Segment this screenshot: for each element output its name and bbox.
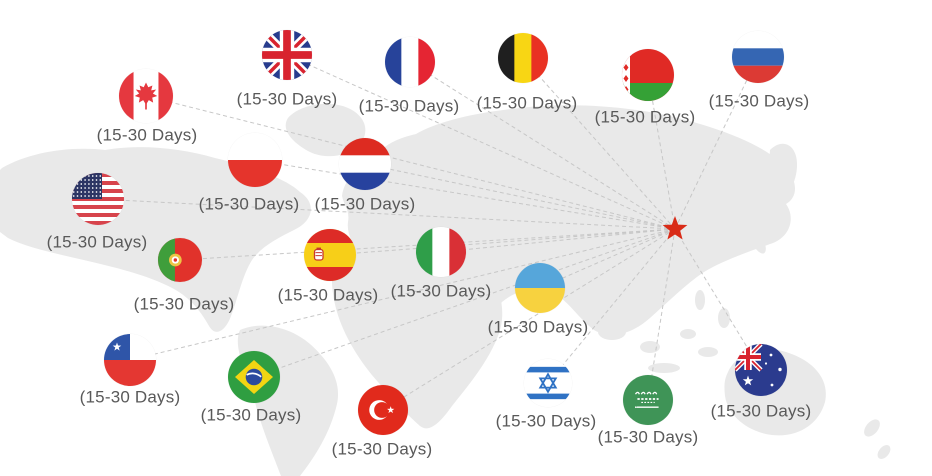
shipping-time-label-poland: (15-30 Days) xyxy=(198,194,300,214)
shipping-time-label-brazil: (15-30 Days) xyxy=(200,405,302,425)
saudi-arabia-flag-art xyxy=(623,375,673,425)
canada-flag-art xyxy=(119,69,173,123)
chile-flag-art xyxy=(104,334,156,386)
shipping-time-label-russia: (15-30 Days) xyxy=(708,91,810,111)
turkey-flag-icon xyxy=(358,385,408,435)
portugal-flag-art xyxy=(158,238,202,282)
shipping-time-label-ukraine: (15-30 Days) xyxy=(487,317,589,337)
shipping-time-label-spain: (15-30 Days) xyxy=(277,285,379,305)
poland-flag-icon xyxy=(228,133,282,187)
red-star-icon xyxy=(662,216,688,240)
shipping-time-label-france: (15-30 Days) xyxy=(358,96,460,116)
shipping-time-label-chile: (15-30 Days) xyxy=(79,387,181,407)
spain-flag-art xyxy=(304,229,356,281)
route-line-belarus xyxy=(647,74,676,230)
shipping-time-label-belgium: (15-30 Days) xyxy=(476,93,578,113)
israel-flag-art xyxy=(524,359,572,407)
route-line-russia xyxy=(674,56,759,230)
ukraine-flag-icon xyxy=(515,263,565,313)
belarus-flag-icon xyxy=(622,49,674,101)
russia-flag-icon xyxy=(732,31,784,83)
route-line-spain xyxy=(329,228,676,256)
route-line-netherlands xyxy=(364,163,676,230)
shipping-time-label-canada: (15-30 Days) xyxy=(96,125,198,145)
australia-flag-art xyxy=(735,344,787,396)
usa-flag-icon xyxy=(72,173,124,225)
route-line-israel xyxy=(547,228,676,384)
ukraine-flag-art xyxy=(515,263,565,313)
netherlands-flag-art xyxy=(339,138,391,190)
route-line-poland xyxy=(254,159,676,230)
route-line-chile xyxy=(129,228,676,361)
portugal-flag-icon xyxy=(158,238,202,282)
shipping-time-label-netherlands: (15-30 Days) xyxy=(314,194,416,214)
italy-flag-icon xyxy=(416,227,466,277)
route-line-usa xyxy=(97,198,676,230)
poland-flag-art xyxy=(228,133,282,187)
route-line-brazil xyxy=(253,228,676,378)
route-line-uk xyxy=(286,54,676,230)
shipping-route-lines xyxy=(97,54,762,411)
usa-flag-art xyxy=(72,173,124,225)
saudi-arabia-flag-icon xyxy=(623,375,673,425)
france-flag-icon xyxy=(385,37,435,87)
brazil-flag-art xyxy=(228,351,280,403)
belgium-flag-icon xyxy=(498,33,548,83)
shipping-time-label-australia: (15-30 Days) xyxy=(710,401,812,421)
turkey-flag-art xyxy=(358,385,408,435)
israel-flag-icon xyxy=(524,359,572,407)
canada-flag-icon xyxy=(119,69,173,123)
shipping-time-label-uk: (15-30 Days) xyxy=(236,89,338,109)
italy-flag-art xyxy=(416,227,466,277)
australia-flag-icon xyxy=(735,344,787,396)
russia-flag-art xyxy=(732,31,784,83)
route-line-france xyxy=(409,61,676,230)
route-line-turkey xyxy=(382,228,676,411)
shipping-time-label-belarus: (15-30 Days) xyxy=(594,107,696,127)
chile-flag-icon xyxy=(104,334,156,386)
france-flag-art xyxy=(385,37,435,87)
spain-flag-icon xyxy=(304,229,356,281)
shipping-time-label-italy: (15-30 Days) xyxy=(390,281,492,301)
netherlands-flag-icon xyxy=(339,138,391,190)
route-line-saudi-arabia xyxy=(647,228,676,401)
shipping-time-label-portugal: (15-30 Days) xyxy=(133,294,235,314)
belgium-flag-art xyxy=(498,33,548,83)
shipping-time-label-turkey: (15-30 Days) xyxy=(331,439,433,459)
brazil-flag-icon xyxy=(228,351,280,403)
shipping-time-label-israel: (15-30 Days) xyxy=(495,411,597,431)
belarus-flag-art xyxy=(622,49,674,101)
route-line-belgium xyxy=(522,57,676,230)
uk-flag-icon xyxy=(262,30,312,80)
shipping-time-label-saudi-arabia: (15-30 Days) xyxy=(597,427,699,447)
shipping-time-label-usa: (15-30 Days) xyxy=(46,232,148,252)
uk-flag-art xyxy=(262,30,312,80)
